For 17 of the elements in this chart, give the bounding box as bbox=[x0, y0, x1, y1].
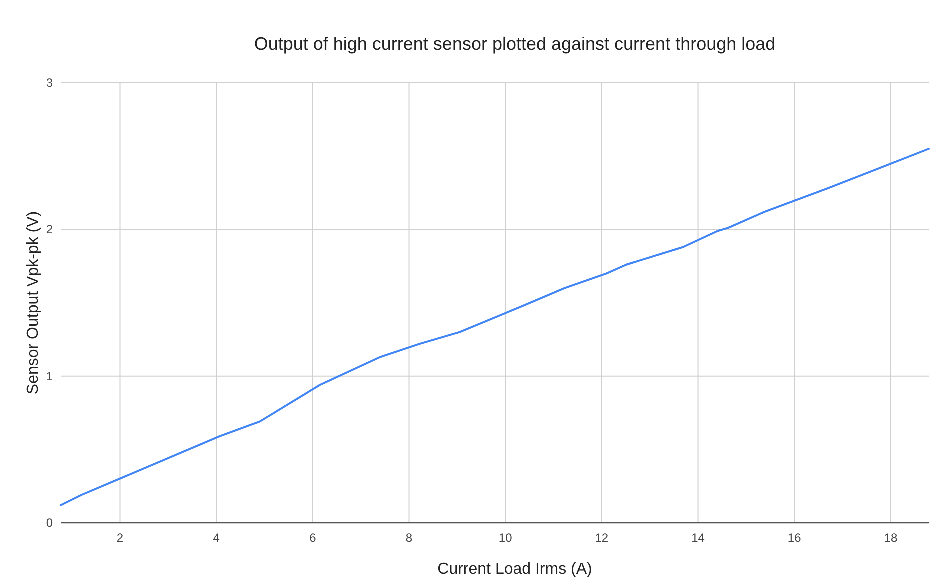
y-tick-label: 0 bbox=[46, 516, 54, 530]
x-tick-label: 12 bbox=[595, 531, 609, 545]
x-tick-label: 2 bbox=[116, 531, 124, 545]
line-series bbox=[60, 148, 930, 506]
x-tick-label: 4 bbox=[213, 531, 220, 545]
y-tick-label: 2 bbox=[46, 222, 54, 237]
y-tick-label: 1 bbox=[46, 369, 54, 384]
x-tick-label: 16 bbox=[788, 531, 802, 545]
x-axis-title: Current Load Irms (A) bbox=[438, 561, 592, 578]
x-tick-label: 8 bbox=[406, 531, 413, 545]
y-axis-title: Sensor Output Vpk-pk (V) bbox=[25, 211, 42, 395]
y-tick-label: 3 bbox=[46, 76, 54, 90]
x-tick-label: 10 bbox=[498, 531, 513, 545]
x-tick-label: 18 bbox=[884, 531, 898, 545]
x-tick-label: 6 bbox=[310, 531, 317, 545]
x-tick-label: 14 bbox=[692, 531, 706, 545]
chart-title: Output of high current sensor plotted against current through load bbox=[254, 34, 776, 54]
